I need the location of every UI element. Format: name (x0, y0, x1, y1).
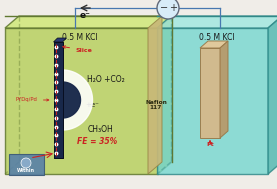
Polygon shape (157, 16, 277, 28)
Text: Within: Within (17, 167, 35, 173)
Polygon shape (148, 16, 162, 174)
Bar (157, 28, 268, 174)
Text: +e⁻: +e⁻ (85, 102, 99, 108)
Text: Slice: Slice (63, 46, 92, 53)
Text: −: − (160, 3, 168, 13)
FancyBboxPatch shape (9, 153, 43, 174)
Text: CH₃OH: CH₃OH (87, 125, 113, 135)
Polygon shape (220, 41, 228, 138)
Circle shape (157, 0, 179, 19)
Circle shape (21, 158, 31, 168)
Bar (200, 48, 220, 138)
Polygon shape (158, 16, 172, 174)
Text: FE = 35%: FE = 35% (77, 136, 117, 146)
Polygon shape (268, 16, 277, 174)
Bar (53, 42, 63, 158)
Text: Nafion
117: Nafion 117 (145, 100, 167, 110)
Polygon shape (5, 16, 172, 28)
Text: 0.5 M KCl: 0.5 M KCl (62, 33, 97, 43)
Text: 0.5 M KCl: 0.5 M KCl (199, 33, 234, 43)
Polygon shape (63, 70, 93, 130)
Polygon shape (63, 82, 81, 118)
Text: PYDq/Pd: PYDq/Pd (16, 98, 49, 102)
Polygon shape (200, 41, 228, 48)
Text: Pt: Pt (206, 141, 214, 147)
Text: +: + (169, 3, 177, 13)
Text: H₂O +CO₂: H₂O +CO₂ (87, 75, 125, 84)
Polygon shape (53, 38, 66, 42)
Bar (5, 28, 158, 174)
Bar (53, 42, 63, 158)
Text: e⁻: e⁻ (79, 12, 90, 20)
